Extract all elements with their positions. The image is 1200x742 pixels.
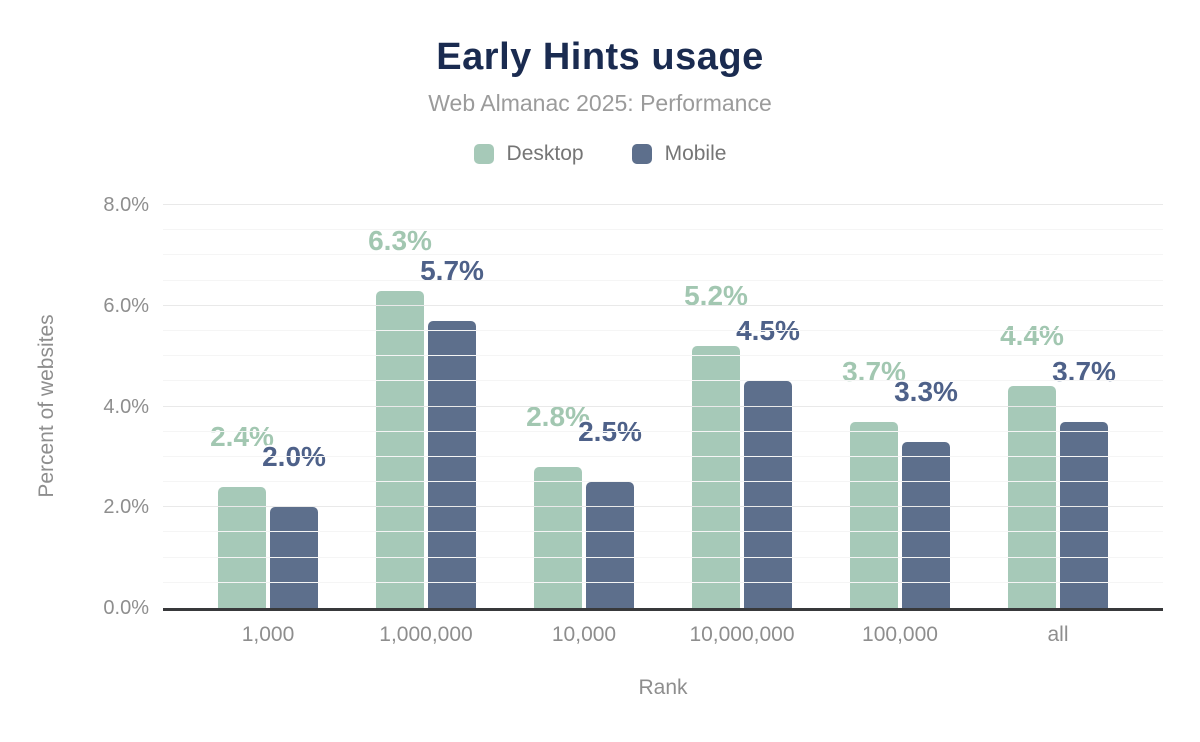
- desktop-bar-label: 6.3%: [368, 224, 432, 256]
- minor-gridline: [163, 581, 1163, 583]
- minor-gridline: [163, 279, 1163, 281]
- y-tick-label: 8.0%: [103, 194, 149, 216]
- x-tick-label: 1,000,000: [379, 623, 473, 646]
- desktop-legend-label: Desktop: [506, 142, 584, 165]
- desktop-bar-label: 4.4%: [1000, 320, 1064, 352]
- major-gridline: [163, 506, 1163, 508]
- mobile-bar[interactable]: [270, 507, 318, 608]
- y-tick-label: 4.0%: [103, 395, 149, 418]
- desktop-bar[interactable]: [376, 290, 424, 608]
- desktop-bar-label: 5.2%: [684, 280, 748, 312]
- desktop-bar[interactable]: [534, 466, 582, 608]
- mobile-bar-label: 3.3%: [894, 375, 958, 407]
- minor-gridline: [163, 481, 1163, 483]
- mobile-bar[interactable]: [744, 381, 792, 608]
- y-tick-label: 2.0%: [103, 496, 149, 519]
- minor-gridline: [163, 229, 1163, 231]
- desktop-bar[interactable]: [850, 421, 898, 608]
- x-axis-title: Rank: [638, 676, 688, 699]
- chart-subtitle: Web Almanac 2025: Performance: [428, 90, 772, 116]
- minor-gridline: [163, 329, 1163, 331]
- desktop-bar-label: 2.4%: [210, 421, 274, 453]
- major-gridline: [163, 405, 1163, 407]
- mobile-bar-label: 4.5%: [736, 315, 800, 347]
- x-tick-label: 1,000: [241, 623, 295, 646]
- x-tick-label: 10,000,000: [689, 623, 795, 646]
- desktop-bar-label: 2.8%: [526, 400, 590, 432]
- bar-group: 2.4% 2.0% 1,000: [189, 205, 347, 646]
- mobile-bar[interactable]: [1060, 421, 1108, 608]
- bar-group: 6.3% 5.7% 1,000,000: [347, 205, 505, 646]
- minor-gridline: [163, 455, 1163, 457]
- desktop-legend-swatch: [473, 144, 494, 164]
- legend-item-mobile[interactable]: Mobile: [631, 142, 727, 166]
- desktop-bar[interactable]: [1008, 386, 1056, 608]
- y-tick-label: 0.0%: [103, 597, 149, 619]
- x-tick-label: all: [1047, 623, 1069, 646]
- y-tick-label: 6.0%: [103, 294, 149, 317]
- mobile-bar[interactable]: [428, 320, 476, 608]
- desktop-bar[interactable]: [218, 487, 266, 608]
- minor-gridline: [163, 556, 1163, 558]
- mobile-legend-swatch: [631, 144, 652, 164]
- mobile-bar-label: 2.0%: [262, 441, 326, 473]
- minor-gridline: [163, 531, 1163, 533]
- x-tick-label: 10,000: [551, 623, 617, 646]
- bar-group: 2.8% 2.5% 10,000: [505, 205, 663, 646]
- plot-area: 2.4% 2.0% 1,000 6.3% 5.7% 1,000,000 2.8% 2.5% 10…: [103, 194, 1163, 646]
- bar-group: 5.2% 4.5% 10,000,000: [663, 205, 821, 646]
- major-gridline: [163, 304, 1163, 306]
- minor-gridline: [163, 430, 1163, 432]
- minor-gridline: [163, 254, 1163, 256]
- bar-groups: 2.4% 2.0% 1,000 6.3% 5.7% 1,000,000 2.8% 2.5% 10…: [163, 205, 1163, 646]
- mobile-bar-label: 5.7%: [420, 254, 484, 286]
- desktop-bar[interactable]: [692, 346, 740, 608]
- legend: Desktop Mobile: [0, 142, 1200, 166]
- mobile-bar-label: 3.7%: [1052, 355, 1116, 387]
- bar-group: 4.4% 3.7% all: [979, 205, 1137, 646]
- mobile-bar-label: 2.5%: [578, 416, 642, 448]
- major-gridline: [163, 204, 1163, 205]
- legend-item-desktop[interactable]: Desktop: [473, 142, 584, 166]
- y-axis-title: Percent of websites: [35, 314, 58, 498]
- mobile-legend-label: Mobile: [664, 142, 727, 165]
- chart-title: Early Hints usage: [436, 36, 764, 78]
- x-tick-label: 100,000: [862, 623, 938, 646]
- minor-gridline: [163, 380, 1163, 382]
- mobile-bar[interactable]: [586, 482, 634, 608]
- bar-group: 3.7% 3.3% 100,000: [821, 205, 979, 646]
- minor-gridline: [163, 355, 1163, 357]
- mobile-bar[interactable]: [902, 441, 950, 608]
